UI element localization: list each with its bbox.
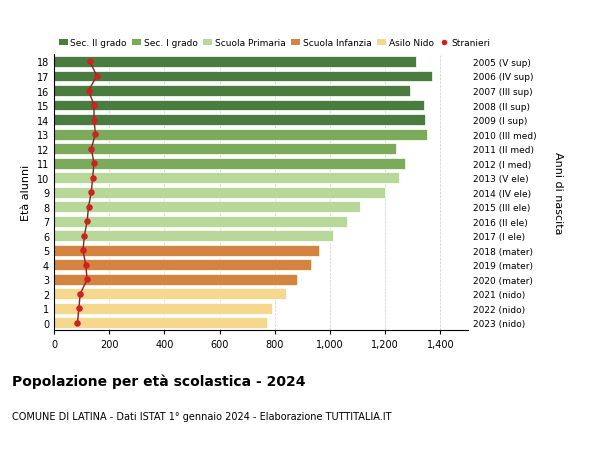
Point (86, 189, 96, 196)
Y-axis label: Età alunni: Età alunni (21, 165, 31, 221)
Bar (54, 129, 427, 140)
Bar (54, 202, 361, 213)
Point (82, 218, 92, 225)
Bar (54, 144, 396, 155)
Bar (54, 158, 404, 169)
Bar (54, 231, 333, 242)
Bar (54, 101, 424, 111)
Point (80, 233, 89, 240)
Point (89, 160, 99, 168)
Point (86, 146, 96, 153)
Point (88, 174, 97, 182)
Bar (54, 303, 272, 314)
Text: Popolazione per età scolastica - 2024: Popolazione per età scolastica - 2024 (12, 374, 305, 389)
Point (92, 73, 101, 80)
Bar (54, 187, 385, 198)
Bar (54, 216, 347, 227)
Point (89, 102, 99, 110)
Bar (54, 115, 425, 126)
Point (78, 247, 88, 254)
Point (82, 276, 92, 283)
Point (91, 131, 100, 139)
Point (85, 59, 95, 66)
Y-axis label: Anni di nascita: Anni di nascita (553, 151, 563, 234)
Bar (54, 274, 297, 285)
Bar (54, 57, 416, 68)
Text: COMUNE DI LATINA - Dati ISTAT 1° gennaio 2024 - Elaborazione TUTTITALIA.IT: COMUNE DI LATINA - Dati ISTAT 1° gennaio… (12, 411, 392, 421)
Point (74, 305, 83, 313)
Point (81, 262, 91, 269)
Bar (54, 245, 319, 256)
Point (76, 291, 85, 298)
Point (84, 204, 94, 211)
Bar (54, 260, 311, 271)
Point (89, 117, 99, 124)
Bar (54, 173, 399, 184)
Bar (54, 72, 432, 82)
Legend: Sec. II grado, Sec. I grado, Scuola Primaria, Scuola Infanzia, Asilo Nido, Stran: Sec. II grado, Sec. I grado, Scuola Prim… (59, 39, 490, 48)
Bar (54, 289, 286, 300)
Point (84, 88, 94, 95)
Bar (54, 86, 410, 97)
Bar (54, 318, 266, 329)
Point (73, 319, 82, 327)
